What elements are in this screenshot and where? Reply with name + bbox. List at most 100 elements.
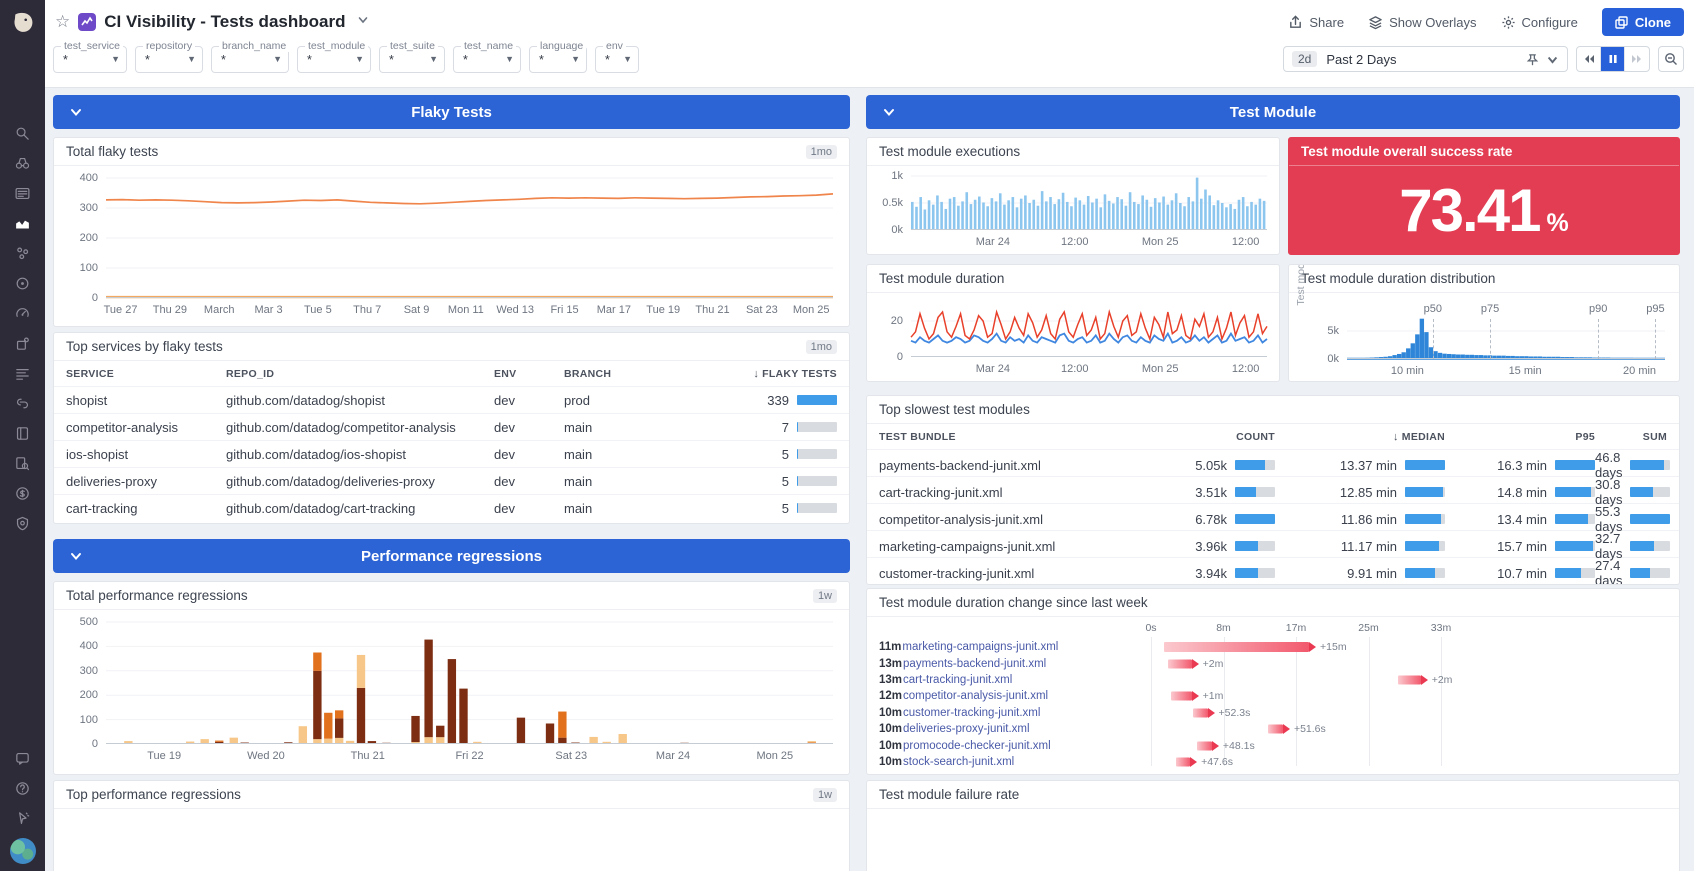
- failure-rate-card[interactable]: Test module failure rate: [866, 780, 1680, 871]
- sort-column-header[interactable]: ↓ FLAKY TESTS: [753, 367, 837, 380]
- table-row[interactable]: marketing-campaigns-junit.xml 3.96k 11.17 …: [867, 530, 1679, 561]
- time-dropdown-icon[interactable]: [1546, 53, 1559, 66]
- nav-ci-pipelines-icon[interactable]: [0, 388, 45, 418]
- favorite-star-icon[interactable]: ☆: [55, 12, 71, 31]
- card-title: Test module duration: [879, 271, 1005, 286]
- top-slowest-table: TEST BUNDLE COUNT ↓ MEDIAN P95 SUM payments-ba…: [867, 424, 1679, 584]
- total-flaky-tests-card[interactable]: Total flaky tests 1mo 0 100 200 300 400 Tue 2…: [53, 137, 850, 327]
- section-header-test-module[interactable]: Test Module: [866, 95, 1680, 129]
- change-row[interactable]: 10m stock-search-junit.xml +47.6s: [867, 754, 1679, 770]
- metrics-chart-icon: [16, 220, 29, 228]
- nav-infrastructure-icon[interactable]: [0, 268, 45, 298]
- top-slowest-modules-card[interactable]: Top slowest test modules TEST BUNDLE COUN…: [866, 395, 1680, 585]
- module-link[interactable]: payments-backend-junit.xml: [903, 657, 1047, 670]
- y-tick-label: 200: [79, 232, 98, 244]
- module-link[interactable]: competitor-analysis-junit.xml: [903, 690, 1049, 703]
- filter-branch_name[interactable]: branch_name * ▼: [211, 40, 290, 73]
- filter-test_suite[interactable]: test_suite * ▼: [379, 40, 445, 73]
- duration-change-card[interactable]: Test module duration change since last w…: [866, 588, 1680, 775]
- nav-usage-billing-icon[interactable]: [0, 478, 45, 508]
- filter-env[interactable]: env * ▼: [595, 40, 639, 73]
- nav-audit-trail-icon[interactable]: [0, 448, 45, 478]
- table-row[interactable]: deliveries-proxy github.com/datadog/deliv…: [54, 467, 849, 494]
- repo-cell: github.com/datadog/competitor-analysis: [226, 419, 456, 435]
- nav-integrations-puzzle-icon[interactable]: [0, 328, 45, 358]
- module-link[interactable]: customer-tracking-junit.xml: [903, 706, 1041, 719]
- change-row[interactable]: 11m marketing-campaigns-junit.xml +15m: [867, 639, 1679, 655]
- pause-live-button[interactable]: [1601, 47, 1625, 71]
- nav-user-avatar[interactable]: [0, 833, 45, 864]
- value-bar: [797, 422, 837, 432]
- clone-button[interactable]: Clone: [1601, 8, 1684, 36]
- filter-test_name[interactable]: test_name * ▼: [453, 40, 521, 73]
- distribution-chart[interactable]: 0k 5k p50 p75 p90 p95 10 min 15 min 20 min: [1327, 303, 1665, 377]
- executions-chart[interactable]: 0k 0.5k 1k Mar 24 12:00 Mon 25 12:00: [882, 170, 1267, 248]
- table-row[interactable]: customer-tracking-junit.xml 3.94k 9.91 min…: [867, 557, 1679, 584]
- test-module-executions-card[interactable]: Test module executions 0k 0.5k 1k Mar 24 12:…: [866, 137, 1280, 255]
- module-link[interactable]: stock-search-junit.xml: [903, 755, 1015, 768]
- datadog-logo[interactable]: [0, 0, 45, 45]
- table-row[interactable]: competitor-analysis github.com/datadog/co…: [54, 413, 849, 440]
- table-row[interactable]: cart-tracking-junit.xml 3.51k 12.85 min 14.…: [867, 476, 1679, 507]
- nav-security-icon[interactable]: [0, 508, 45, 538]
- table-row[interactable]: shopist github.com/datadog/shopist dev prod…: [54, 386, 849, 413]
- sort-column-header[interactable]: ↓ MEDIAN: [1392, 430, 1445, 443]
- table-row[interactable]: cart-tracking github.com/datadog/cart-tra…: [54, 494, 849, 521]
- time-backward-button[interactable]: [1577, 47, 1601, 71]
- module-link[interactable]: cart-tracking-junit.xml: [903, 673, 1013, 686]
- show-overlays-button[interactable]: Show Overlays: [1368, 15, 1477, 30]
- zoom-out-button[interactable]: [1658, 46, 1684, 72]
- module-link[interactable]: deliveries-proxy-junit.xml: [903, 723, 1030, 736]
- performance-regressions-chart[interactable]: 0 100 200 300 400 500 Tue 19 Wed 20 Thu 21 Fri 22…: [80, 616, 833, 762]
- time-forward-button[interactable]: [1625, 47, 1649, 71]
- value-bar: [797, 503, 837, 513]
- ci-pipelines-icon: [17, 398, 28, 408]
- change-row[interactable]: 10m promocode-checker-junit.xml +48.1s: [867, 737, 1679, 753]
- title-dropdown-icon[interactable]: [357, 13, 369, 31]
- section-header-flaky-tests[interactable]: Flaky Tests: [53, 95, 850, 129]
- pin-timeframe-icon[interactable]: [1526, 53, 1539, 66]
- filter-repository[interactable]: repository * ▼: [135, 40, 203, 73]
- nav-quick-actions-icon[interactable]: [0, 803, 45, 833]
- duration-chart[interactable]: 0 20 Mar 24 12:00 Mon 25 12:00: [891, 303, 1267, 375]
- nav-events-list-icon[interactable]: [0, 178, 45, 208]
- test-module-duration-card[interactable]: Test module duration 0 20 Mar 24 12:00 Mon 2…: [866, 264, 1280, 382]
- section-header-performance-regressions[interactable]: Performance regressions: [53, 539, 850, 573]
- filter-language[interactable]: language * ▼: [529, 40, 587, 73]
- change-row[interactable]: 10m deliveries-proxy-junit.xml +51.6s: [867, 721, 1679, 737]
- change-row[interactable]: 13m payments-backend-junit.xml +2m: [867, 655, 1679, 671]
- nav-metrics-chart-icon[interactable]: [0, 208, 45, 238]
- total-performance-regressions-card[interactable]: Total performance regressions 1w 0 100 200…: [53, 581, 850, 775]
- success-rate-card[interactable]: Test module overall success rate 73.41%: [1288, 137, 1680, 255]
- filter-test_service[interactable]: test_service * ▼: [53, 40, 127, 73]
- top-services-card[interactable]: Top services by flaky tests 1mo SERVICE R…: [53, 332, 850, 524]
- flaky-tests-chart[interactable]: 0 100 200 300 400 Tue 27 Thu 29 March Mar 3 Tue 5…: [80, 172, 833, 316]
- nav-notebooks-icon[interactable]: [0, 418, 45, 448]
- change-row[interactable]: 12m competitor-analysis-junit.xml +1m: [867, 688, 1679, 704]
- module-link[interactable]: marketing-campaigns-junit.xml: [902, 641, 1059, 654]
- share-button[interactable]: Share: [1288, 15, 1344, 30]
- filter-test_module[interactable]: test_module * ▼: [297, 40, 371, 73]
- nav-dashboards-gauge-icon[interactable]: [0, 298, 45, 328]
- nav-watchdog-binoculars-icon[interactable]: [0, 148, 45, 178]
- collapse-chevron-icon[interactable]: [69, 549, 83, 567]
- change-row[interactable]: 10m customer-tracking-junit.xml +52.3s: [867, 705, 1679, 721]
- user-avatar[interactable]: [9, 838, 36, 864]
- change-row[interactable]: 13m cart-tracking-junit.xml +2m: [867, 672, 1679, 688]
- table-row[interactable]: competitor-analysis-junit.xml 6.78k 11.86 …: [867, 503, 1679, 534]
- nav-logs-icon[interactable]: [0, 358, 45, 388]
- nav-search-icon[interactable]: [0, 118, 45, 148]
- table-row[interactable]: ios-shopist github.com/datadog/ios-shopis…: [54, 440, 849, 467]
- nav-help-icon[interactable]: [0, 773, 45, 803]
- duration-distribution-card[interactable]: Test module duration distribution Test m…: [1288, 264, 1680, 382]
- configure-button[interactable]: Configure: [1501, 15, 1578, 30]
- nav-support-chat-icon[interactable]: [0, 743, 45, 773]
- collapse-chevron-icon[interactable]: [69, 105, 83, 123]
- nav-service-map-icon[interactable]: [0, 238, 45, 268]
- collapse-chevron-icon[interactable]: [882, 105, 896, 123]
- top-performance-regressions-card[interactable]: Top performance regressions 1w: [53, 780, 850, 871]
- value-bar: [1235, 568, 1275, 578]
- table-row[interactable]: payments-backend-junit.xml 5.05k 13.37 min…: [867, 449, 1679, 480]
- time-range-selector[interactable]: 2d Past 2 Days: [1283, 46, 1568, 72]
- module-link[interactable]: promocode-checker-junit.xml: [903, 739, 1051, 752]
